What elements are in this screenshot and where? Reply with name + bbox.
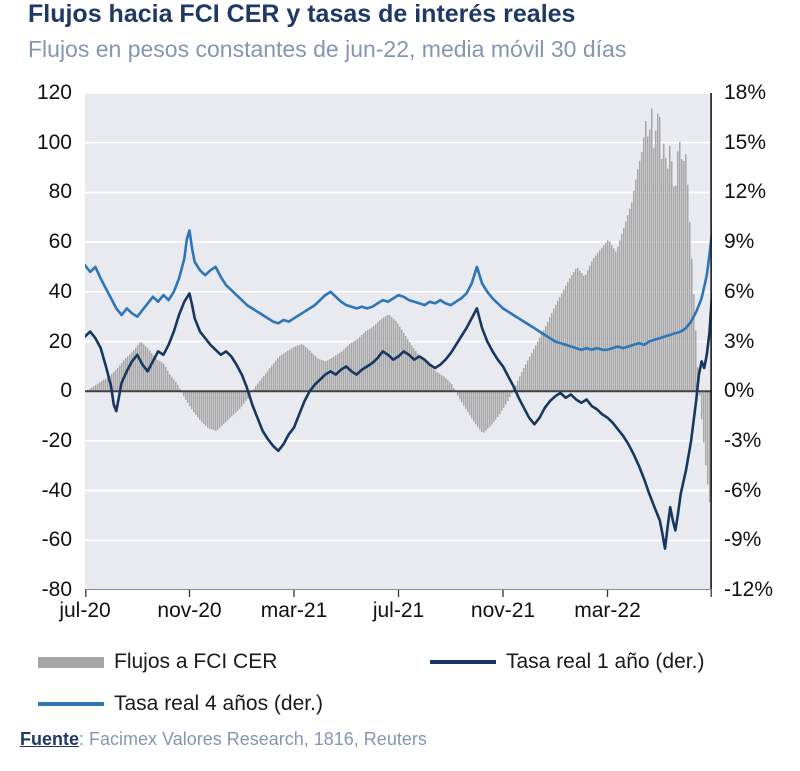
y-left-tick-label: 20 <box>48 329 72 353</box>
y-left-tick-label: -60 <box>41 528 72 552</box>
x-tick-label: nov-21 <box>470 599 536 622</box>
y-left-tick-label: -80 <box>41 578 72 601</box>
legend-item-flujos: Flujos a FCI CER <box>38 648 277 676</box>
y-right-tick-label: 3% <box>724 329 755 353</box>
legend-label-tasa-4-anos: Tasa real 4 años (der.) <box>114 692 323 715</box>
source-text: : Facimex Valores Research, 1816, Reuter… <box>79 729 427 749</box>
legend-label-tasa-1-ano: Tasa real 1 año (der.) <box>506 650 705 673</box>
y-axis-right: 18% 15% 12% 9% 6% 3% 0% -3% -6% -9% -12% <box>722 81 800 601</box>
y-left-tick-label: -40 <box>41 478 72 502</box>
chart-subtitle: Flujos en pesos constantes de jun-22, me… <box>28 36 627 62</box>
x-tick-label: mar-21 <box>260 599 328 622</box>
y-left-tick-label: 60 <box>48 230 72 254</box>
y-right-tick-label: -9% <box>724 528 762 552</box>
x-tick-label: nov-20 <box>157 599 222 622</box>
legend-item-tasa-4-anos: Tasa real 4 años (der.) <box>38 690 323 718</box>
y-left-tick-label: 0 <box>60 379 72 403</box>
y-right-tick-label: 12% <box>724 180 767 204</box>
y-left-tick-label: 80 <box>48 180 72 204</box>
x-tick-label: mar-22 <box>574 599 641 622</box>
legend-item-tasa-1-ano: Tasa real 1 año (der.) <box>430 648 704 676</box>
source-line: Fuente: Facimex Valores Research, 1816, … <box>20 729 427 750</box>
y-right-tick-label: -3% <box>724 428 762 452</box>
y-right-tick-label: -6% <box>724 478 762 502</box>
x-tick-label: jul-21 <box>372 599 425 622</box>
plot-area <box>85 93 712 605</box>
y-left-tick-label: 40 <box>48 279 72 303</box>
legend-swatch-tasa-4-anos <box>38 702 104 706</box>
y-right-tick-label: -12% <box>724 578 774 601</box>
legend-swatch-flujos <box>38 656 104 668</box>
y-right-tick-label: 6% <box>724 279 755 303</box>
chart-plot <box>85 93 712 597</box>
y-right-tick-label: 0% <box>724 379 755 403</box>
source-label: Fuente <box>20 729 80 749</box>
y-axis-left: 120 100 80 60 40 20 0 -20 -40 -60 -80 <box>0 81 78 601</box>
y-left-tick-label: -20 <box>41 428 72 452</box>
x-axis-labels: jul-20 nov-20 mar-21 jul-21 nov-21 mar-22 <box>59 599 712 627</box>
y-left-tick-label: 120 <box>36 81 72 104</box>
y-left-tick-label: 100 <box>36 130 72 154</box>
legend-swatch-tasa-1-ano <box>430 660 496 664</box>
x-tick-label: jul-20 <box>59 599 111 622</box>
y-right-tick-label: 15% <box>724 130 767 154</box>
chart-title: Flujos hacia FCI CER y tasas de interés … <box>28 0 576 28</box>
y-right-tick-label: 9% <box>724 230 755 254</box>
legend-label-flujos: Flujos a FCI CER <box>114 650 278 673</box>
y-right-tick-label: 18% <box>724 81 767 104</box>
